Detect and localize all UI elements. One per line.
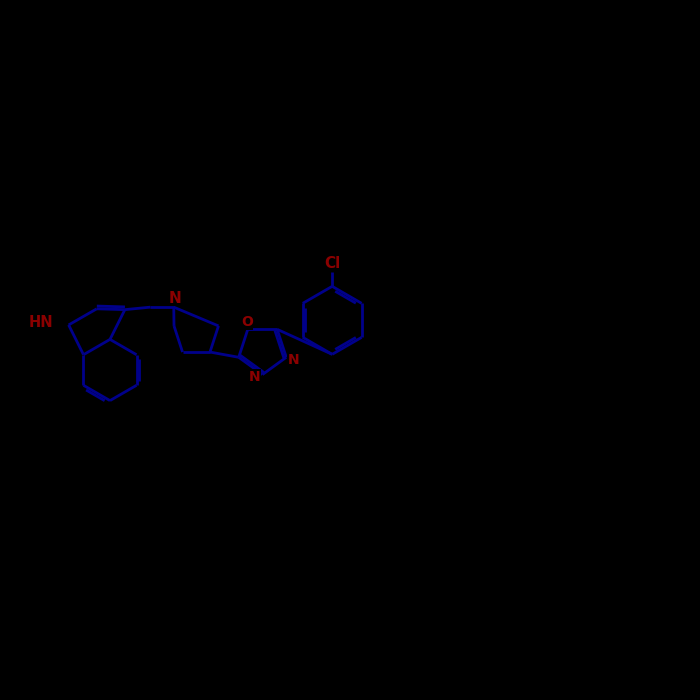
Text: O: O [241,315,253,329]
Text: N: N [249,370,261,384]
Text: N: N [169,290,181,306]
Text: HN: HN [29,315,54,330]
Text: Cl: Cl [324,256,340,271]
Text: N: N [288,353,300,367]
